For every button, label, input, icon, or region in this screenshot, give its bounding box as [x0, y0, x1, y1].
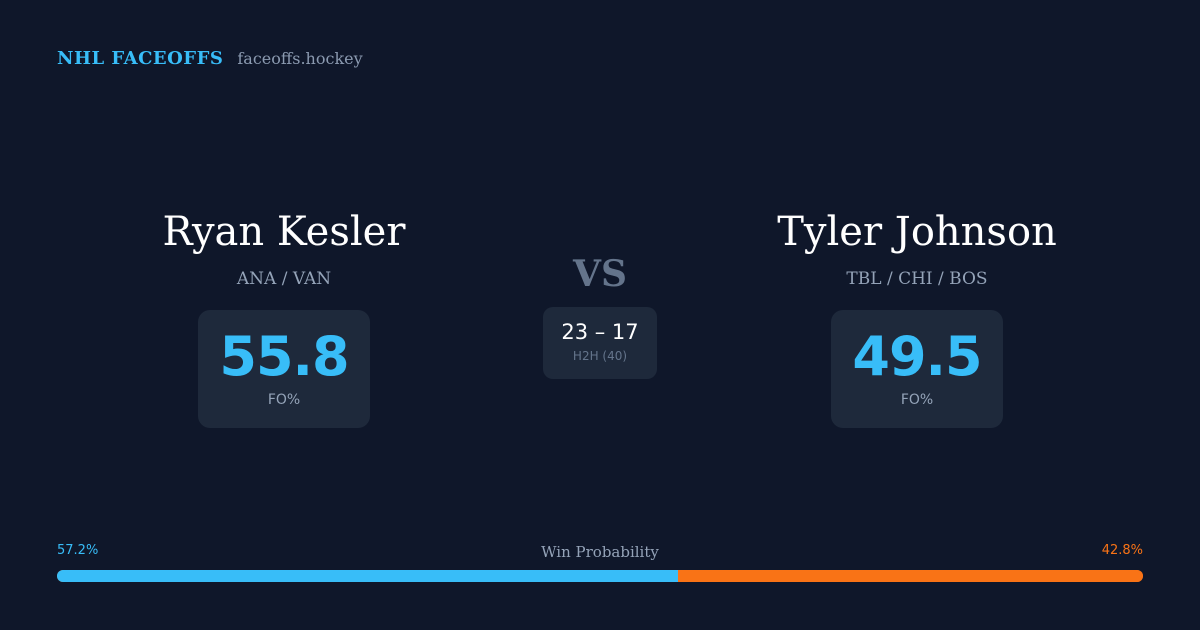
win-probability-bar-right: [678, 570, 1143, 582]
head-to-head-card: 23 – 17 H2H (40): [543, 307, 657, 379]
win-probability-bar-left: [57, 570, 679, 582]
versus-label: VS: [573, 253, 627, 295]
brand-domain: faceoffs.hockey: [237, 49, 363, 68]
head-to-head-score: 23 – 17: [561, 320, 639, 344]
player-right-name: Tyler Johnson: [777, 209, 1057, 255]
win-probability-right-text: 42.8%: [1101, 543, 1143, 558]
win-probability-bar: [57, 570, 1143, 582]
win-probability-labels: 57.2% Win Probability 42.8%: [57, 543, 1143, 563]
player-right-panel: Tyler Johnson TBL / CHI / BOS 49.5 FO%: [707, 206, 1127, 428]
brand-title: NHL FACEOFFS: [57, 48, 224, 69]
player-left-name: Ryan Kesler: [162, 209, 406, 255]
player-right-fo-label: FO%: [900, 392, 934, 408]
player-right-teams: TBL / CHI / BOS: [846, 269, 988, 289]
win-probability-title: Win Probability: [541, 543, 659, 561]
player-right-fo-value: 49.5: [852, 325, 982, 388]
player-left-teams: ANA / VAN: [236, 269, 332, 289]
head-to-head-label: H2H (40): [572, 349, 628, 363]
player-left-fo-card: 55.8 FO%: [198, 310, 370, 428]
player-left-fo-value: 55.8: [219, 325, 349, 388]
win-probability-left-text: 57.2%: [57, 543, 99, 558]
player-left-panel: Ryan Kesler ANA / VAN 55.8 FO%: [74, 206, 494, 428]
player-left-fo-label: FO%: [267, 392, 301, 408]
brand-header: NHL FACEOFFS faceoffs.hockey: [57, 48, 363, 69]
player-right-fo-card: 49.5 FO%: [831, 310, 1003, 428]
